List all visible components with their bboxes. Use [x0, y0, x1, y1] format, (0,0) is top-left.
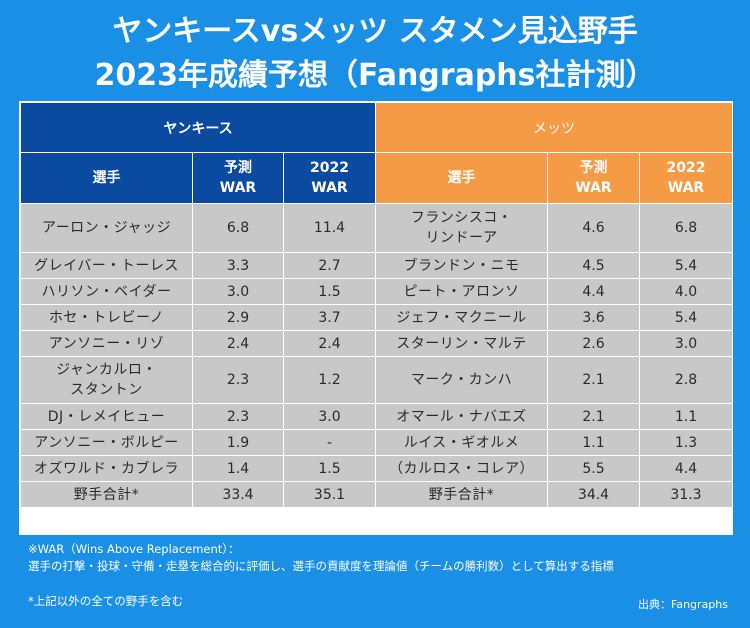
pred-war-yankees: 3.0 — [192, 278, 284, 305]
player-name-yankees: オズワルド・カブレラ — [20, 455, 193, 482]
prev-war-yankees: 1.5 — [283, 455, 376, 482]
player-rows: アーロン・ジャッジ 6.8 11.4 フランシスコ・ リンドーア 4.6 6.8 グレイバー・… — [20, 203, 734, 482]
player-name-mets: ジェフ・マクニール — [375, 304, 548, 331]
prev-war-yankees: 11.4 — [283, 203, 376, 253]
col-header-pred-yankees: 予測 WAR — [192, 152, 284, 204]
col-header-pred-mets: 予測 WAR — [547, 152, 640, 204]
pred-war-yankees: 6.8 — [192, 203, 284, 253]
prev-war-yankees: 3.0 — [283, 403, 376, 430]
player-name-yankees: アンソニー・ボルピー — [20, 429, 193, 456]
header-prev-line2: WAR — [667, 180, 705, 196]
player-name-yankees: アンソニー・リゾ — [20, 330, 193, 357]
pred-war-mets: 4.4 — [547, 278, 640, 305]
pred-war-yankees: 2.3 — [192, 403, 284, 430]
header-prev-line1: 2022 — [310, 160, 349, 176]
totals-label-yankees: 野手合計* — [20, 481, 193, 508]
prev-war-mets: 3.0 — [638, 330, 734, 357]
col-header-prev-yankees: 2022 WAR — [283, 152, 376, 204]
totals-prev-yankees: 35.1 — [283, 481, 376, 508]
table-row: ハリソン・ベイダー 3.0 1.5 ピート・アロンソ 4.4 4.0 — [20, 278, 734, 305]
prev-war-mets: 1.3 — [638, 429, 734, 456]
player-name-mets: ブランドン・ニモ — [375, 252, 548, 279]
header-pred-line1: 予測 — [224, 160, 252, 176]
table-row: オズワルド・カブレラ 1.4 1.5 （カルロス・コレア） 5.5 4.4 — [20, 455, 734, 482]
totals-row: 野手合計* 33.4 35.1 野手合計* 34.4 31.3 — [20, 481, 734, 508]
pred-war-mets: 2.1 — [547, 356, 640, 404]
header-pred-line2: WAR — [575, 180, 612, 196]
player-name-mets: フランシスコ・ リンドーア — [375, 203, 548, 253]
pred-war-mets: 1.1 — [547, 429, 640, 456]
pred-war-yankees: 1.4 — [192, 455, 284, 482]
prev-war-mets: 4.4 — [638, 455, 734, 482]
team-header-yankees: ヤンキース — [20, 102, 376, 153]
source-credit: 出典：Fangraphs — [638, 598, 728, 611]
totals-label-mets: 野手合計* — [375, 481, 548, 508]
prev-war-yankees: 2.4 — [283, 330, 376, 357]
table-row: DJ・レメイヒュー 2.3 3.0 オマール・ナバエズ 2.1 1.1 — [20, 403, 734, 430]
pred-war-mets: 2.1 — [547, 403, 640, 430]
prev-war-mets: 1.1 — [638, 403, 734, 430]
prev-war-yankees: 3.7 — [283, 304, 376, 331]
player-name-yankees: ホセ・トレビーノ — [20, 304, 193, 331]
pred-war-mets: 5.5 — [547, 455, 640, 482]
totals-pred-mets: 34.4 — [547, 481, 640, 508]
table-row: ホセ・トレビーノ 2.9 3.7 ジェフ・マクニール 3.6 5.4 — [20, 304, 734, 331]
war-definition-desc: 選手の打撃・投球・守備・走塁を総合的に評価し、選手の貢献度を理論値（チームの勝利… — [28, 559, 614, 573]
table-row: グレイバー・トーレス 3.3 2.7 ブランドン・ニモ 4.5 5.4 — [20, 252, 734, 279]
player-name-mets: ピート・アロンソ — [375, 278, 548, 305]
footnote: *上記以外の全ての野手を含む — [28, 594, 184, 608]
title-line-2: 2023年成績予想（Fangraphs社計測） — [94, 58, 656, 93]
prev-war-mets: 5.4 — [638, 304, 734, 331]
totals-prev-mets: 31.3 — [638, 481, 734, 508]
pred-war-yankees: 2.3 — [192, 356, 284, 404]
pred-war-mets: 4.5 — [547, 252, 640, 279]
pred-war-mets: 3.6 — [547, 304, 640, 331]
player-name-mets: （カルロス・コレア） — [375, 455, 548, 482]
header-prev-line2: WAR — [311, 180, 348, 196]
col-header-player-yankees: 選手 — [20, 152, 193, 204]
col-header-prev-mets: 2022 WAR — [638, 152, 734, 204]
pred-war-mets: 2.6 — [547, 330, 640, 357]
totals-pred-yankees: 33.4 — [192, 481, 284, 508]
pred-war-yankees: 2.4 — [192, 330, 284, 357]
prev-war-yankees: 1.2 — [283, 356, 376, 404]
comparison-table: ヤンキース メッツ 選手 予測 WAR 2022 WAR 選手 予測 WAR 2022… — [19, 101, 734, 535]
prev-war-mets: 6.8 — [638, 203, 734, 253]
player-name-mets: スターリン・マルテ — [375, 330, 548, 357]
pred-war-yankees: 2.9 — [192, 304, 284, 331]
player-name-yankees: アーロン・ジャッジ — [20, 203, 193, 253]
player-name-yankees: グレイバー・トーレス — [20, 252, 193, 279]
player-name-yankees: ハリソン・ベイダー — [20, 278, 193, 305]
pred-war-yankees: 1.9 — [192, 429, 284, 456]
prev-war-mets: 5.4 — [638, 252, 734, 279]
col-header-player-mets: 選手 — [375, 152, 548, 204]
page-title: ヤンキースvsメッツ スタメン見込野手 2023年成績予想（Fangraphs社… — [0, 10, 750, 98]
prev-war-yankees: - — [283, 429, 376, 456]
table-row: アンソニー・リゾ 2.4 2.4 スターリン・マルテ 2.6 3.0 — [20, 330, 734, 357]
player-name-mets: ルイス・ギオルメ — [375, 429, 548, 456]
war-table: ヤンキース メッツ 選手 予測 WAR 2022 WAR 選手 予測 WAR 2022… — [20, 102, 734, 508]
header-prev-line1: 2022 — [666, 160, 706, 176]
war-definition-title: ※WAR（Wins Above Replacement）： — [28, 542, 240, 556]
prev-war-yankees: 1.5 — [283, 278, 376, 305]
player-name-yankees: ジャンカルロ・ スタントン — [20, 356, 193, 404]
header-pred-line2: WAR — [219, 180, 257, 196]
team-header-mets: メッツ — [374, 102, 734, 153]
header-pred-line1: 予測 — [579, 160, 608, 176]
player-name-yankees: DJ・レメイヒュー — [20, 403, 193, 430]
player-name-mets: オマール・ナバエズ — [375, 403, 548, 430]
player-name-mets: マーク・カンハ — [375, 356, 548, 404]
table-row: アーロン・ジャッジ 6.8 11.4 フランシスコ・ リンドーア 4.6 6.8 — [20, 203, 734, 253]
title-line-1: ヤンキースvsメッツ スタメン見込野手 — [112, 14, 638, 49]
notes: ※WAR（Wins Above Replacement）： 選手の打撃・投球・守… — [28, 541, 728, 575]
prev-war-mets: 4.0 — [638, 278, 734, 305]
table-row: ジャンカルロ・ スタントン 2.3 1.2 マーク・カンハ 2.1 2.8 — [20, 356, 734, 404]
prev-war-yankees: 2.7 — [283, 252, 376, 279]
pred-war-mets: 4.6 — [547, 203, 640, 253]
table-row: アンソニー・ボルピー 1.9- ルイス・ギオルメ 1.1 1.3 — [20, 429, 734, 456]
pred-war-yankees: 3.3 — [192, 252, 284, 279]
prev-war-mets: 2.8 — [638, 356, 734, 404]
